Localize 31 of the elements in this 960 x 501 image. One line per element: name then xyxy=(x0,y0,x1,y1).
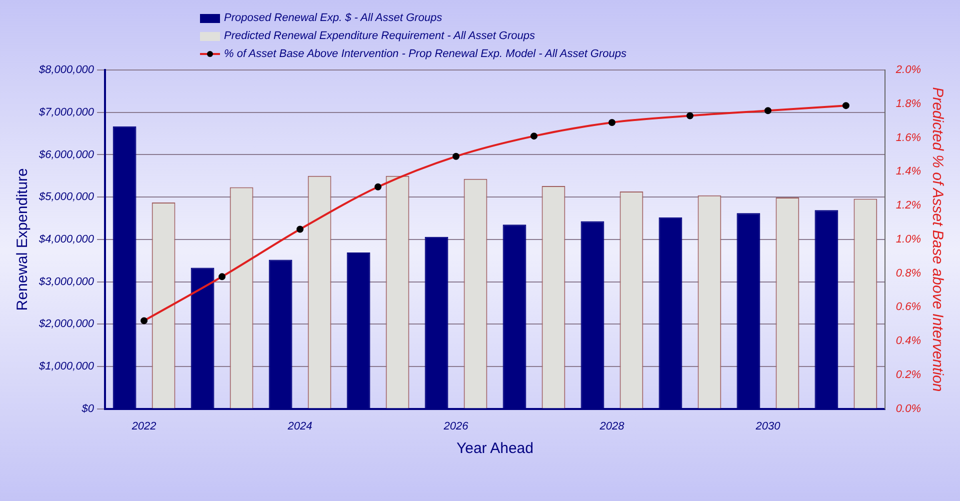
y2-tick-label: 1.0% xyxy=(896,233,922,246)
y2-tick-label: 0.8% xyxy=(896,267,922,280)
x-tick-label: 2022 xyxy=(130,420,156,432)
y2-tick-label: 0.4% xyxy=(896,335,922,348)
legend-label: Predicted Renewal Expenditure Requirement - All Asset Groups xyxy=(224,30,536,42)
legend-label: % of Asset Base Above Intervention - Prop Renewal Exp. Model - All Asset Groups xyxy=(224,48,627,60)
y-tick-label: $3,000,000 xyxy=(38,276,95,288)
y-tick-label: $4,000,000 xyxy=(38,233,95,246)
y-tick-label: $1,000,000 xyxy=(38,360,95,373)
y-tick-label: $0 xyxy=(80,402,95,415)
y2-tick-label: 1.8% xyxy=(896,98,922,110)
y2-tick-label: 1.4% xyxy=(896,166,922,178)
y-tick-label: $5,000,000 xyxy=(38,191,95,204)
x-tick-label: 2024 xyxy=(286,420,312,432)
y-tick-label: $2,000,000 xyxy=(38,318,95,330)
y2-tick-label: 0.6% xyxy=(896,301,922,314)
y2-tick-label: 0.0% xyxy=(896,402,922,415)
y2-axis-title: Predicted % of Asset Base above Intervention xyxy=(928,87,946,392)
y-tick-label: $7,000,000 xyxy=(38,106,95,118)
y-tick-label: $6,000,000 xyxy=(38,148,95,161)
legend-label: Proposed Renewal Exp. $ - All Asset Groups xyxy=(224,12,442,24)
y2-tick-label: 2.0% xyxy=(894,64,922,76)
y2-tick-label: 1.6% xyxy=(896,132,922,144)
x-tick-label: 2030 xyxy=(754,420,782,432)
y2-tick-label: 1.2% xyxy=(896,200,922,212)
y-tick-label: $8,000,000 xyxy=(38,64,95,76)
x-tick-label: 2026 xyxy=(442,420,470,432)
y-axis-title: Renewal Expenditure xyxy=(14,168,32,311)
x-axis-title: Year Ahead xyxy=(456,440,534,458)
y2-tick-label: 0.2% xyxy=(896,368,922,381)
x-tick-label: 2028 xyxy=(598,420,626,432)
